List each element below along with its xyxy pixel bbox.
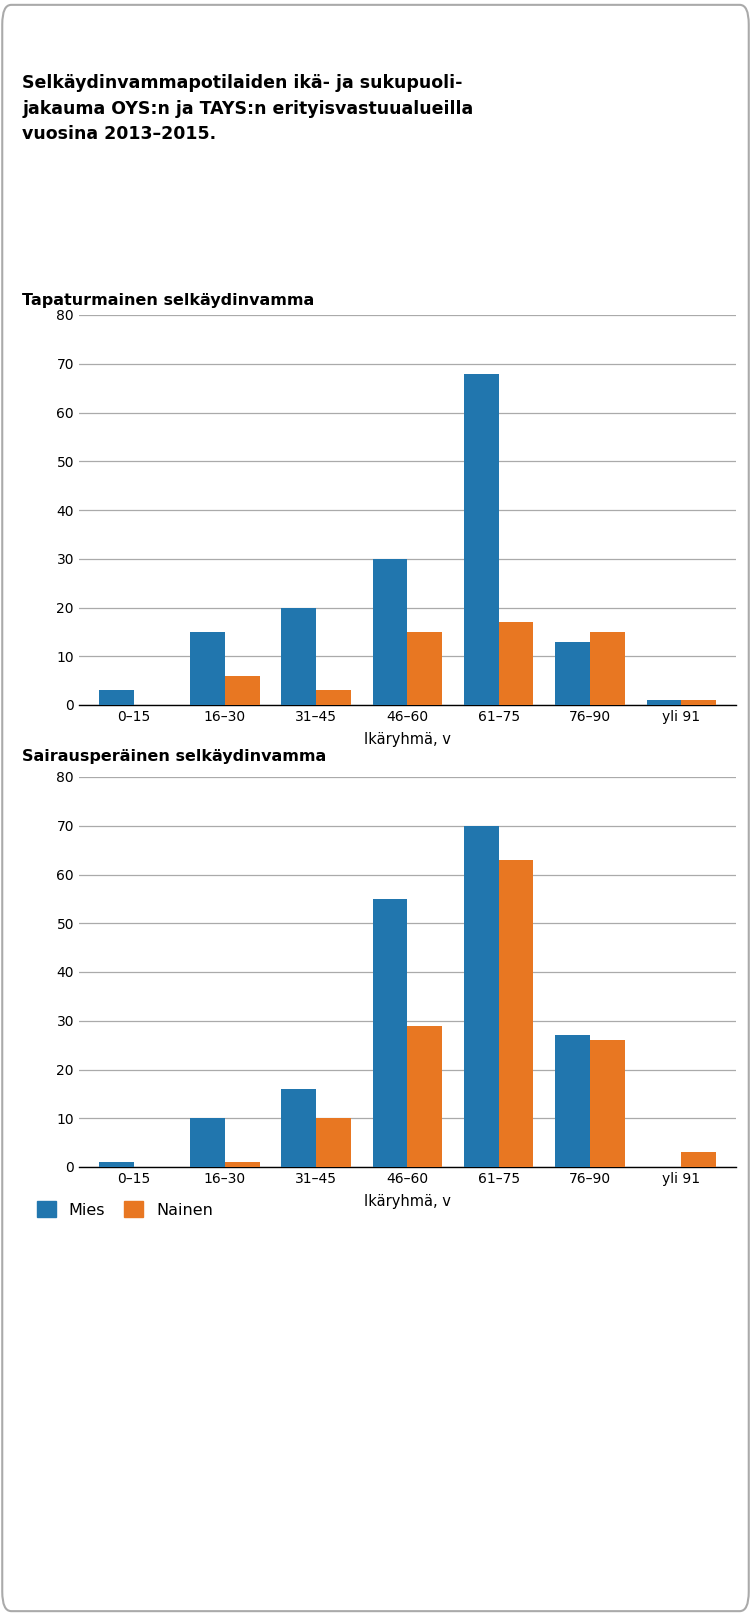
Bar: [647, 700, 681, 705]
Bar: [282, 1089, 316, 1167]
Bar: [681, 700, 716, 705]
Bar: [464, 826, 499, 1167]
Legend: Mies, Nainen: Mies, Nainen: [30, 1194, 219, 1223]
Bar: [316, 690, 351, 705]
Bar: [555, 1036, 590, 1167]
Bar: [99, 690, 134, 705]
Bar: [190, 1118, 225, 1167]
Bar: [225, 675, 260, 705]
Bar: [555, 642, 590, 705]
Bar: [590, 1041, 625, 1167]
Bar: [316, 1118, 351, 1167]
X-axis label: Ikäryhmä, v: Ikäryhmä, v: [364, 732, 451, 747]
X-axis label: Ikäryhmä, v: Ikäryhmä, v: [364, 1194, 451, 1209]
Bar: [464, 373, 499, 705]
Bar: [372, 559, 408, 705]
Bar: [408, 1026, 442, 1167]
Bar: [499, 622, 533, 705]
Bar: [590, 632, 625, 705]
Bar: [408, 632, 442, 705]
Bar: [372, 898, 408, 1167]
Text: KUVIO 1.: KUVIO 1.: [14, 18, 117, 37]
Bar: [225, 1162, 260, 1167]
Bar: [282, 608, 316, 705]
Bar: [99, 1162, 134, 1167]
Text: Sairausperäinen selkäydinvamma: Sairausperäinen selkäydinvamma: [23, 748, 327, 763]
Bar: [190, 632, 225, 705]
Bar: [499, 860, 533, 1167]
Bar: [681, 1152, 716, 1167]
Text: Tapaturmainen selkäydinvamma: Tapaturmainen selkäydinvamma: [23, 294, 315, 309]
Text: Selkäydinvammapotilaiden ikä- ja sukupuoli-
jakauma OYS:n ja TAYS:n erityisvastu: Selkäydinvammapotilaiden ikä- ja sukupuo…: [23, 74, 473, 144]
